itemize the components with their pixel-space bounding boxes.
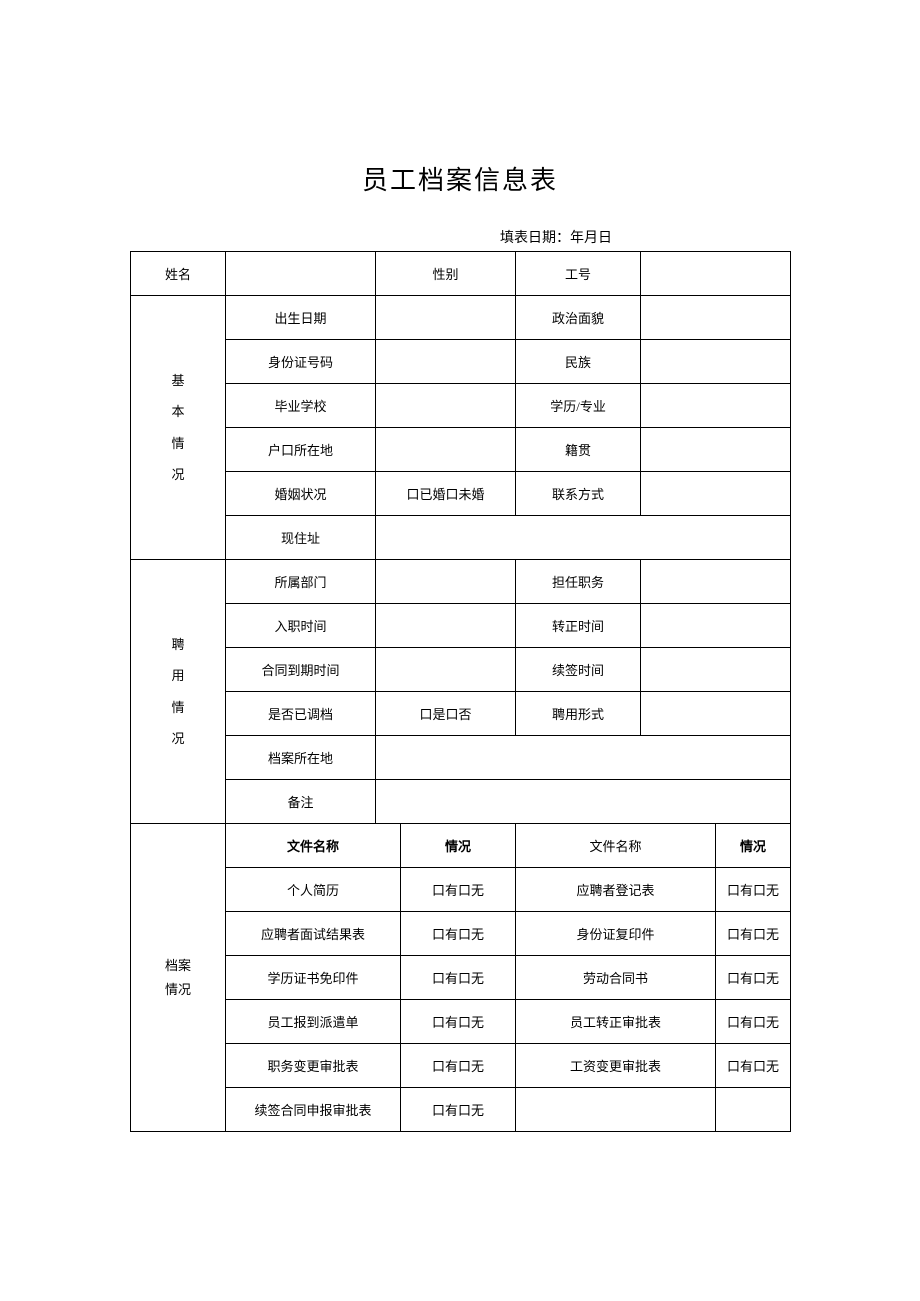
doc-status: 口有口无 [716,1044,791,1088]
doc-status: 口有口无 [716,1000,791,1044]
regular-value [641,604,791,648]
doc-name: 工资变更审批表 [516,1044,716,1088]
doc-status: 口有口无 [401,1088,516,1132]
ethnic-value [641,340,791,384]
remark-value [376,780,791,824]
doc-status: 口有口无 [401,912,516,956]
archive-header-status2: 情况 [716,824,791,868]
dept-label: 所属部门 [226,560,376,604]
employ-type-label: 聘用形式 [516,692,641,736]
transferred-value: 口是口否 [376,692,516,736]
archive-header-status1: 情况 [401,824,516,868]
archive-section-label: 档案情况 [131,824,226,1132]
doc-status: 口有口无 [401,1000,516,1044]
page-title: 员工档案信息表 [130,160,790,197]
doc-name: 学历证书免印件 [226,956,401,1000]
doc-name: 员工转正审批表 [516,1000,716,1044]
school-label: 毕业学校 [226,384,376,428]
idcard-label: 身份证号码 [226,340,376,384]
fill-date-label: 填表日期：年月日 [130,227,790,247]
idcard-value [376,340,516,384]
doc-status: 口有口无 [401,1044,516,1088]
doc-name: 续签合同申报审批表 [226,1088,401,1132]
marital-value: 口已婚口未婚 [376,472,516,516]
empno-label: 工号 [516,252,641,296]
archive-header-name1: 文件名称 [226,824,401,868]
doc-status: 口有口无 [716,912,791,956]
basic-section-label: 基本情况 [131,296,226,560]
ethnic-label: 民族 [516,340,641,384]
renew-label: 续签时间 [516,648,641,692]
regular-label: 转正时间 [516,604,641,648]
doc-status: 口有口无 [401,868,516,912]
doc-status: 口有口无 [401,956,516,1000]
doc-name: 应聘者登记表 [516,868,716,912]
hukou-label: 户口所在地 [226,428,376,472]
doc-status [716,1088,791,1132]
name-label: 姓名 [131,252,226,296]
remark-label: 备注 [226,780,376,824]
political-value [641,296,791,340]
dept-value [376,560,516,604]
position-label: 担任职务 [516,560,641,604]
edu-label: 学历/专业 [516,384,641,428]
empno-value [641,252,791,296]
hire-value [376,604,516,648]
birth-value [376,296,516,340]
contract-end-value [376,648,516,692]
doc-name [516,1088,716,1132]
school-value [376,384,516,428]
hukou-value [376,428,516,472]
address-value [376,516,791,560]
archive-loc-label: 档案所在地 [226,736,376,780]
contact-label: 联系方式 [516,472,641,516]
address-label: 现住址 [226,516,376,560]
position-value [641,560,791,604]
native-label: 籍贯 [516,428,641,472]
doc-status: 口有口无 [716,956,791,1000]
contract-end-label: 合同到期时间 [226,648,376,692]
doc-name: 应聘者面试结果表 [226,912,401,956]
doc-name: 身份证复印件 [516,912,716,956]
marital-label: 婚姻状况 [226,472,376,516]
employ-section-label: 聘用情况 [131,560,226,824]
doc-name: 员工报到派遣单 [226,1000,401,1044]
edu-value [641,384,791,428]
doc-name: 劳动合同书 [516,956,716,1000]
transferred-label: 是否已调档 [226,692,376,736]
archive-header-name2: 文件名称 [516,824,716,868]
employee-info-table: 姓名 性别 工号 基本情况 出生日期 政治面貌 身份证号码 民族 毕业学校 学历… [130,251,791,1132]
doc-status: 口有口无 [716,868,791,912]
renew-value [641,648,791,692]
gender-label: 性别 [376,252,516,296]
doc-name: 个人简历 [226,868,401,912]
contact-value [641,472,791,516]
hire-label: 入职时间 [226,604,376,648]
birth-label: 出生日期 [226,296,376,340]
employ-type-value [641,692,791,736]
doc-name: 职务变更审批表 [226,1044,401,1088]
archive-loc-value [376,736,791,780]
native-value [641,428,791,472]
name-value [226,252,376,296]
political-label: 政治面貌 [516,296,641,340]
